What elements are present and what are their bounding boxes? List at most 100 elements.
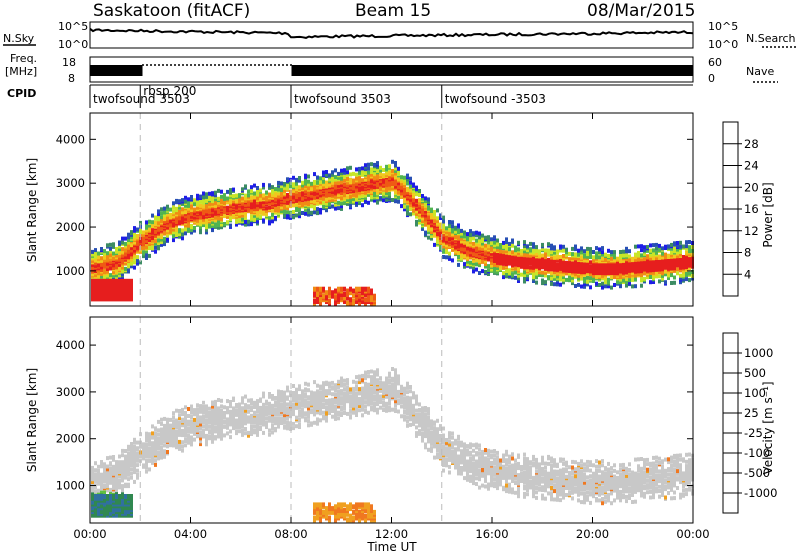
power-cell: [601, 256, 604, 261]
power-cell: [472, 265, 475, 270]
power-cell: [382, 194, 385, 199]
power-cell: [430, 234, 433, 238]
power-cell: [313, 210, 316, 215]
power-cell: [658, 279, 661, 284]
velocity-cell: [184, 413, 187, 418]
power-cell: [424, 213, 427, 218]
power-cell: [268, 221, 271, 226]
velocity-cell: [118, 460, 121, 465]
power-cell: [472, 248, 475, 253]
velocity-cell: [202, 424, 205, 429]
power-cell: [682, 269, 685, 274]
velocity-cell: [208, 406, 211, 411]
power-cell: [103, 278, 106, 284]
cpid-label: CPID: [7, 87, 36, 100]
nsky-label: N.Sky: [3, 32, 35, 45]
power-cell: [574, 247, 577, 252]
power-cell: [352, 293, 355, 299]
velocity-cell: [130, 458, 133, 463]
power-cell: [544, 280, 547, 285]
power-cell: [370, 170, 373, 174]
power-cell: [445, 234, 448, 239]
power-cell: [349, 297, 352, 303]
power-cell: [580, 276, 583, 281]
velocity-cell: [121, 448, 124, 453]
power-cell: [370, 295, 373, 301]
power-cell: [457, 228, 460, 233]
power-cell: [688, 271, 691, 276]
power-cell: [343, 201, 346, 206]
velocity-cell: [169, 417, 172, 422]
power-cell: [112, 278, 115, 284]
power-cell: [280, 181, 283, 186]
power-cell: [313, 180, 316, 184]
power-cell: [319, 210, 322, 215]
power-cell: [475, 246, 478, 251]
power-cell: [118, 240, 121, 245]
power-cell: [208, 201, 211, 205]
power-cell: [364, 190, 367, 195]
velocity-cell: [205, 426, 208, 431]
power-cell: [166, 204, 169, 209]
power-cell: [307, 174, 310, 179]
power-cell: [544, 248, 547, 253]
power-cell: [220, 204, 223, 209]
power-cell: [160, 207, 163, 212]
power-cell: [370, 177, 373, 182]
power-cell: [478, 243, 481, 248]
velocity-cell: [133, 458, 136, 463]
power-cell: [295, 202, 298, 207]
velocity-cell: [130, 475, 133, 480]
velocity-cell: [160, 421, 163, 426]
velocity-cell: [184, 437, 187, 442]
power-cell: [199, 227, 202, 232]
velocity-cell: [91, 480, 94, 484]
power-cell: [535, 251, 538, 256]
power-cell: [118, 244, 121, 249]
power-cell: [643, 276, 646, 281]
power-cell: [280, 184, 283, 189]
power-cell: [685, 244, 688, 249]
power-cell: [199, 230, 202, 235]
power-cell: [478, 257, 481, 262]
power-cell: [298, 176, 301, 180]
power-cell: [328, 198, 331, 203]
power-cell: [493, 247, 496, 252]
power-cell: [100, 274, 103, 279]
power-cell: [571, 281, 574, 286]
power-cell: [94, 248, 97, 253]
velocity-cell: [124, 482, 127, 487]
power-cell: [559, 276, 562, 281]
velocity-cell: [178, 446, 181, 451]
power-cell: [109, 242, 112, 247]
power-cell: [556, 262, 559, 267]
power-cell: [379, 171, 382, 176]
velocity-cell: [217, 413, 220, 418]
power-cell: [226, 205, 229, 210]
velocity-cell: [178, 409, 181, 413]
power-cell: [514, 270, 517, 275]
velocity-cell: [121, 453, 124, 458]
power-cell: [178, 232, 181, 237]
power-cell: [91, 269, 94, 274]
power-cell: [631, 256, 634, 261]
velocity-cell: [103, 462, 106, 467]
power-cell: [589, 285, 592, 290]
power-cell: [184, 203, 187, 208]
power-cell: [184, 231, 187, 236]
velocity-cell: [166, 420, 169, 425]
power-cell: [448, 254, 451, 259]
power-cell: [277, 187, 280, 192]
power-cell: [394, 161, 397, 165]
power-cell: [310, 181, 313, 186]
power-cell: [466, 262, 469, 267]
power-cell: [652, 276, 655, 280]
nsearch-tick-bottom: 10^0: [708, 38, 738, 51]
power-cell: [310, 204, 313, 209]
power-cell: [520, 272, 523, 277]
power-cell: [190, 223, 193, 228]
power-cell: [124, 241, 127, 246]
power-cell: [499, 254, 502, 259]
velocity-cell: [169, 423, 172, 428]
power-cell: [673, 254, 676, 259]
